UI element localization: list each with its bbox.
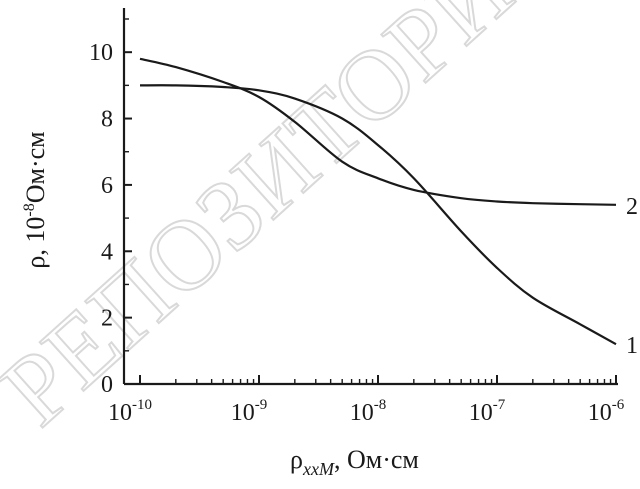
watermark: РЕПОЗИТОРИЙ xyxy=(0,0,587,447)
series-2-line xyxy=(139,57,617,206)
y-tick-label: 6 xyxy=(101,173,113,199)
series-1-line xyxy=(139,84,617,346)
y-tick-label: 2 xyxy=(101,306,113,332)
series-1-label: 1 xyxy=(626,333,638,359)
x-tick-label: 10-9 xyxy=(231,397,268,426)
y-axis-label-prefix: ρ, 10 xyxy=(21,217,50,269)
x-axis-label-base: ρ xyxy=(290,445,303,474)
ticks: 0 2 4 6 8 10 10-10 10-9 10-8 10-7 10-6 xyxy=(89,18,625,426)
curves: 12 xyxy=(139,57,638,359)
y-tick-label: 0 xyxy=(101,372,113,398)
x-tick-label: 10-7 xyxy=(469,397,506,426)
y-axis-label-exp: -8 xyxy=(21,203,38,216)
x-tick-label: 10-6 xyxy=(588,397,625,426)
axes xyxy=(122,8,618,386)
y-axis-label: ρ, 10-8Ом·см xyxy=(21,131,50,268)
x-axis-label-unit: , Ом·см xyxy=(334,445,419,474)
y-tick-label: 4 xyxy=(101,239,113,265)
y-tick-label: 8 xyxy=(101,107,113,133)
y-tick-label: 10 xyxy=(89,40,113,66)
labels: ρxxM, Ом·см ρ, 10-8Ом·см xyxy=(21,131,419,479)
x-axis-label-sub: xxM xyxy=(302,459,335,479)
x-axis-label: ρxxM, Ом·см xyxy=(290,445,419,479)
x-tick-label: 10-10 xyxy=(108,397,152,426)
series-2-label: 2 xyxy=(626,194,638,220)
y-axis-label-unit: Ом·см xyxy=(21,131,50,203)
x-tick-label: 10-8 xyxy=(350,397,387,426)
